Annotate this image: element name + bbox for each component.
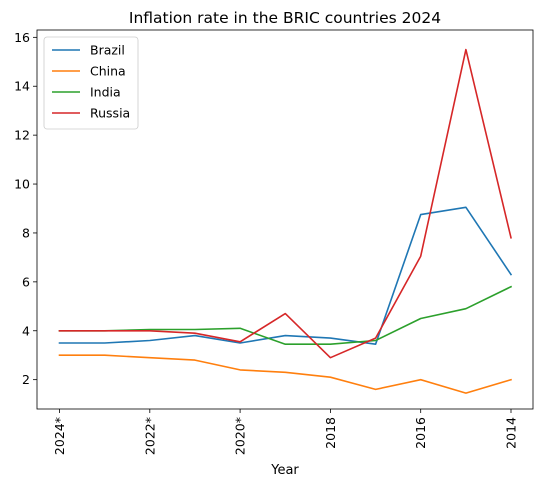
legend-entry: India	[90, 85, 121, 100]
y-tick-label: 16	[14, 30, 30, 45]
x-tick-label: 2018	[323, 417, 338, 449]
x-axis: 2024* 2022* 2020* 2018 2016 2014	[52, 409, 519, 455]
x-tick-label: 2022*	[142, 417, 157, 455]
series-line-brazil	[58, 206, 513, 346]
plot-frame	[36, 29, 534, 410]
y-axis: 2 4 6 8 10 12 14 16	[14, 30, 37, 387]
legend-entry: Russia	[90, 106, 130, 121]
y-tick-label: 10	[14, 177, 30, 192]
plot-series	[58, 48, 513, 394]
x-tick-label: 2014	[504, 417, 519, 449]
series-line-india	[58, 285, 513, 346]
x-tick-label: 2020*	[233, 417, 248, 455]
y-tick-label: 12	[14, 128, 30, 143]
x-tick-label: 2016	[413, 417, 428, 449]
legend: Brazil China India Russia	[43, 36, 139, 130]
x-tick-label: 2024*	[52, 417, 67, 455]
x-axis-label: Year	[270, 463, 299, 478]
legend-box	[43, 36, 139, 130]
series-line-russia	[58, 48, 512, 359]
y-tick-label: 4	[22, 323, 30, 338]
y-tick-label: 6	[22, 274, 30, 289]
y-tick-label: 14	[14, 79, 30, 94]
legend-entry: Brazil	[90, 43, 125, 58]
chart-title: Inflation rate in the BRIC countries 202…	[129, 9, 441, 27]
y-tick-label: 8	[22, 225, 30, 240]
series-line-china	[58, 354, 512, 394]
legend-entry: China	[90, 64, 126, 79]
y-tick-label: 2	[22, 372, 30, 387]
